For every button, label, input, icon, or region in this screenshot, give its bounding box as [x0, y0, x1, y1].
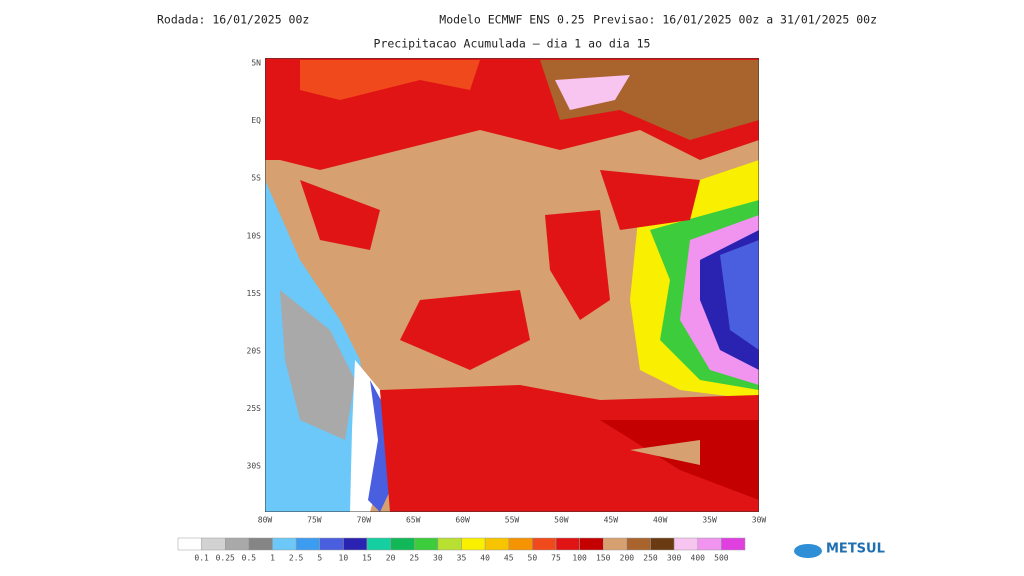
color-swatch — [555, 537, 580, 551]
colorbar-label: 0.25 — [216, 554, 235, 563]
lon-label: 80W — [258, 516, 273, 525]
color-swatch — [177, 537, 202, 551]
color-swatch — [414, 537, 439, 551]
logo-icon — [794, 544, 822, 558]
colorbar-label: 200 — [620, 554, 635, 563]
lat-label: 20S — [247, 347, 262, 356]
lon-label: 75W — [307, 516, 322, 525]
colorbar-label: 0.1 — [194, 554, 209, 563]
colorbar-label: 45 — [504, 554, 514, 563]
colorbar-label: 300 — [667, 554, 682, 563]
color-swatch — [201, 537, 226, 551]
colorbar-label: 40 — [480, 554, 490, 563]
color-swatch — [579, 537, 604, 551]
colorbar-label: 250 — [643, 554, 658, 563]
colorbar-label: 50 — [528, 554, 538, 563]
lat-label: 10S — [247, 231, 262, 240]
forecast-label: Previsao: 16/01/2025 00z a 31/01/2025 00… — [593, 13, 877, 27]
lon-label: 70W — [357, 516, 372, 525]
colorbar-label: 5 — [317, 554, 322, 563]
color-swatch — [461, 537, 486, 551]
color-swatch — [508, 537, 533, 551]
colorbar-label: 30 — [433, 554, 443, 563]
color-swatch — [673, 537, 698, 551]
color-swatch — [390, 537, 415, 551]
lon-label: 35W — [702, 516, 717, 525]
graticule-labels: 5N EQ 5S 10S 15S 20S 25S 30S 80W 75W 70W 65W 60W 55W 5… — [247, 59, 767, 525]
colorbar-label: 20 — [386, 554, 396, 563]
color-swatch — [225, 537, 250, 551]
run-label: Rodada: 16/01/2025 00z — [157, 13, 309, 27]
colorbar-label: 0.5 — [242, 554, 257, 563]
color-swatch — [295, 537, 320, 551]
color-swatch — [484, 537, 509, 551]
color-swatch — [272, 537, 297, 551]
lat-label: EQ — [251, 116, 261, 125]
colorbar-label: 75 — [551, 554, 561, 563]
precip-map — [265, 58, 759, 512]
map-subtitle: Precipitacao Acumulada — dia 1 ao dia 15 — [374, 37, 651, 51]
colorbar-label: 25 — [409, 554, 419, 563]
colorbar-label: 15 — [362, 554, 372, 563]
color-swatch — [366, 537, 391, 551]
colorbar-label: 500 — [714, 554, 729, 563]
colorbar-label: 400 — [691, 554, 706, 563]
lat-label: 5N — [251, 59, 261, 68]
colorbar-label: 1 — [270, 554, 275, 563]
colorbar-label: 100 — [572, 554, 587, 563]
lon-label: 30W — [752, 516, 767, 525]
color-swatch — [248, 537, 273, 551]
color-swatch — [650, 537, 675, 551]
lat-label: 25S — [247, 404, 262, 413]
color-swatch — [697, 537, 722, 551]
lat-label: 5S — [251, 174, 261, 183]
color-swatch — [721, 537, 746, 551]
lon-label: 65W — [406, 516, 421, 525]
lon-label: 55W — [505, 516, 520, 525]
lon-label: 50W — [554, 516, 569, 525]
color-swatch — [603, 537, 628, 551]
colorbar: 0.1 0.25 0.5 1 2.5 5 10 15 20 25 30 35 40 45 50 75 100 15… — [177, 537, 746, 563]
lat-label: 15S — [247, 289, 262, 298]
lon-label: 40W — [653, 516, 668, 525]
lon-label: 45W — [604, 516, 619, 525]
color-swatch — [437, 537, 462, 551]
lon-label: 60W — [455, 516, 470, 525]
color-swatch — [343, 537, 368, 551]
model-label: Modelo ECMWF ENS 0.25 — [439, 13, 584, 27]
color-swatch — [532, 537, 557, 551]
colorbar-label: 150 — [596, 554, 611, 563]
logo: METSUL — [826, 542, 885, 557]
lat-label: 30S — [247, 462, 262, 471]
colorbar-label: 2.5 — [289, 554, 304, 563]
color-swatch — [626, 537, 651, 551]
color-swatch — [319, 537, 344, 551]
colorbar-label: 10 — [339, 554, 349, 563]
colorbar-label: 35 — [457, 554, 467, 563]
